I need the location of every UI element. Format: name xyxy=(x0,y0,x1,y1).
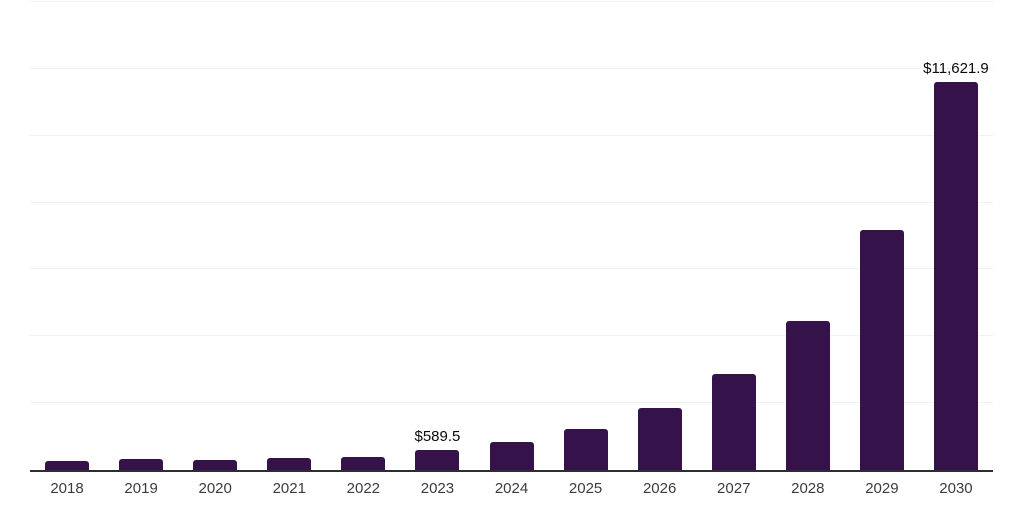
bar-2019 xyxy=(119,458,164,470)
x-tick-2030: 2030 xyxy=(939,480,973,497)
bar-slot-2030: $11,621.9 xyxy=(919,2,993,470)
data-label-2030: $11,621.9 xyxy=(923,59,989,77)
bar-2029 xyxy=(859,229,904,470)
plot-area: $589.5 $11,621.9 xyxy=(30,1,993,472)
bars-container: $589.5 $11,621.9 xyxy=(30,2,993,470)
bar-slot-2020 xyxy=(178,2,252,470)
x-tick-2018: 2018 xyxy=(50,480,84,497)
gridline-6000 xyxy=(30,268,993,270)
bar-2030 xyxy=(933,81,978,470)
bar-slot-2023: $589.5 xyxy=(400,2,474,470)
x-tick-2021: 2021 xyxy=(272,480,306,497)
x-tick-2020: 2020 xyxy=(198,480,232,497)
x-tick-2024: 2024 xyxy=(494,480,529,497)
gridline-8000 xyxy=(30,201,993,203)
x-axis-labels: 2018 2019 2020 2021 2022 2023 2024 2025 2026 2027… xyxy=(30,480,993,498)
bar-2018 xyxy=(45,461,90,470)
bar-slot-2018 xyxy=(30,2,104,470)
bar-slot-2028 xyxy=(771,2,845,470)
bar-slot-2027 xyxy=(697,2,771,470)
bar-slot-2021 xyxy=(252,2,326,470)
data-label-2023: $589.5 xyxy=(414,428,461,446)
bar-2020 xyxy=(193,460,238,470)
bar-slot-2024 xyxy=(474,2,548,470)
x-tick-2028: 2028 xyxy=(791,480,825,497)
bar-2028 xyxy=(785,320,830,470)
x-tick-2022: 2022 xyxy=(346,480,381,497)
x-tick-2025: 2025 xyxy=(568,480,603,497)
gridline-4000 xyxy=(30,335,993,337)
x-tick-2027: 2027 xyxy=(717,480,751,497)
bar-slot-2026 xyxy=(623,2,697,470)
bar-2021 xyxy=(267,458,312,470)
x-tick-2019: 2019 xyxy=(124,480,158,497)
gridline-14000 xyxy=(30,1,993,2)
bar-2027 xyxy=(711,374,756,470)
bar-2024 xyxy=(489,441,534,470)
x-tick-2023: 2023 xyxy=(420,480,455,497)
bar-2026 xyxy=(637,408,682,470)
x-tick-2026: 2026 xyxy=(642,480,677,497)
bar-2025 xyxy=(563,429,608,470)
bar-2022 xyxy=(341,456,386,470)
x-tick-2029: 2029 xyxy=(865,480,899,497)
gridline-2000 xyxy=(30,402,993,404)
bar-slot-2022 xyxy=(326,2,400,470)
bar-2023 xyxy=(415,450,460,470)
gridline-12000 xyxy=(30,67,993,69)
bar-slot-2025 xyxy=(549,2,623,470)
bar-slot-2029 xyxy=(845,2,919,470)
gridline-10000 xyxy=(30,134,993,136)
bar-slot-2019 xyxy=(104,2,178,470)
